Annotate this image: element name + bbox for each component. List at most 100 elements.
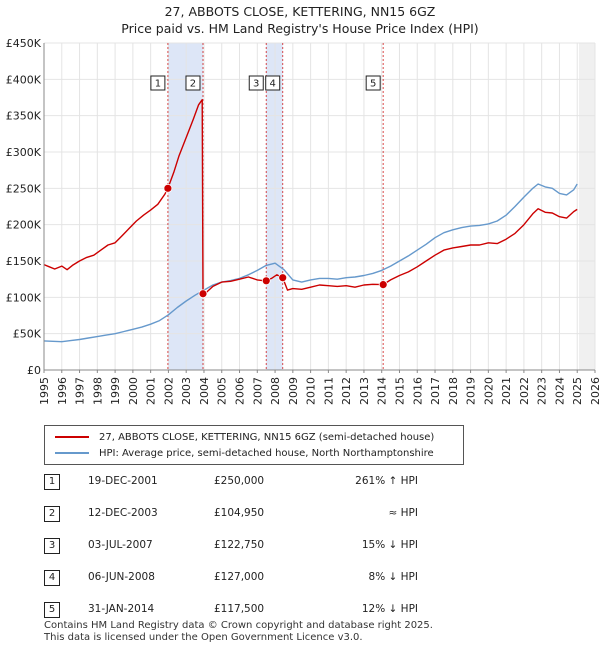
x-tick-label: 2004 <box>198 377 211 405</box>
x-tick-label: 1999 <box>109 377 122 405</box>
table-row: 4 06-JUN-2008 £127,000 8% ↓ HPI <box>44 570 464 586</box>
x-tick-label: 2015 <box>393 377 406 405</box>
y-tick-label: £300K <box>6 146 42 159</box>
sale-number-box <box>150 75 166 91</box>
shaded-period <box>167 43 203 370</box>
hpi-series-line <box>43 183 578 343</box>
sale-price: £122,750 <box>214 539 265 551</box>
x-tick-label: 2005 <box>216 377 229 405</box>
x-tick-label: 2021 <box>500 377 513 405</box>
sale-number-label: 2 <box>190 79 196 90</box>
legend-label-property: 27, ABBOTS CLOSE, KETTERING, NN15 6GZ (s… <box>99 431 435 443</box>
x-tick-label: 1996 <box>56 377 69 405</box>
sale-date: 19-DEC-2001 <box>88 475 158 487</box>
sale-price: £104,950 <box>214 507 265 519</box>
footer-copyright: Contains HM Land Registry data © Crown c… <box>44 620 433 631</box>
sale-number-box <box>365 75 381 91</box>
sale-hpi-comparison: 261% ↑ HPI <box>355 475 418 487</box>
property-series-line <box>43 99 578 295</box>
footer-license: This data is licensed under the Open Gov… <box>44 632 363 643</box>
legend-item-hpi: HPI: Average price, semi-detached house,… <box>55 446 434 460</box>
table-row: 1 19-DEC-2001 £250,000 261% ↑ HPI <box>44 474 464 490</box>
sale-number-label: 4 <box>270 79 276 90</box>
sale-date: 12-DEC-2003 <box>88 507 158 519</box>
x-tick-label: 2010 <box>305 377 318 405</box>
x-tick-label: 1995 <box>38 377 51 405</box>
x-tick-label: 2001 <box>145 377 158 405</box>
y-tick-label: £450K <box>6 37 42 50</box>
x-tick-label: 2018 <box>447 377 460 405</box>
sale-date: 06-JUN-2008 <box>88 571 155 583</box>
sale-number-box <box>185 75 201 91</box>
sale-date: 31-JAN-2014 <box>88 603 155 615</box>
table-row: 5 31-JAN-2014 £117,500 12% ↓ HPI <box>44 602 464 618</box>
sale-number-label: 3 <box>253 79 259 90</box>
forecast-area <box>579 43 595 370</box>
table-row: 3 03-JUL-2007 £122,750 15% ↓ HPI <box>44 538 464 554</box>
x-tick-label: 2008 <box>269 377 282 405</box>
y-tick-label: £100K <box>6 291 42 304</box>
chart-title: 27, ABBOTS CLOSE, KETTERING, NN15 6GZ <box>164 4 436 19</box>
sale-number-label: 1 <box>155 79 161 90</box>
legend-swatch-hpi <box>55 452 89 454</box>
legend-item-property: 27, ABBOTS CLOSE, KETTERING, NN15 6GZ (s… <box>55 430 434 444</box>
y-tick-label: £150K <box>6 255 42 268</box>
x-tick-label: 2016 <box>411 377 424 405</box>
x-tick-label: 2026 <box>589 377 600 405</box>
chart-subtitle: Price paid vs. HM Land Registry's House … <box>121 21 479 36</box>
legend-label-hpi: HPI: Average price, semi-detached house,… <box>99 447 434 459</box>
sale-hpi-comparison: ≈ HPI <box>388 507 418 519</box>
x-tick-label: 2002 <box>162 377 175 405</box>
sale-point <box>261 276 271 286</box>
x-tick-label: 2003 <box>180 377 193 405</box>
y-tick-label: £200K <box>6 219 42 232</box>
x-tick-label: 2011 <box>322 377 335 405</box>
x-tick-label: 2006 <box>234 377 247 405</box>
price-chart: 1 2 3 4 5 £0 £50K £100K £150K £200K £250K £300K £350… <box>6 37 600 405</box>
sale-number-badge: 3 <box>44 538 60 554</box>
table-row: 2 12-DEC-2003 £104,950 ≈ HPI <box>44 506 464 522</box>
sale-number-badge: 2 <box>44 506 60 522</box>
y-tick-label: £250K <box>6 182 42 195</box>
x-tick-label: 2020 <box>482 377 495 405</box>
sale-point <box>378 280 388 290</box>
y-tick-label: £0 <box>27 364 41 377</box>
x-tick-label: 2022 <box>518 377 531 405</box>
sale-point <box>278 273 288 283</box>
sale-number-label: 5 <box>370 79 376 90</box>
sale-price: £117,500 <box>214 603 265 615</box>
sale-hpi-comparison: 15% ↓ HPI <box>361 539 418 551</box>
sale-hpi-comparison: 8% ↓ HPI <box>368 571 418 583</box>
x-tick-label: 2000 <box>127 377 140 405</box>
sale-price: £127,000 <box>214 571 265 583</box>
sale-point <box>163 183 173 193</box>
sale-number-badge: 1 <box>44 474 60 490</box>
shaded-period <box>266 43 283 370</box>
chart-legend: 27, ABBOTS CLOSE, KETTERING, NN15 6GZ (s… <box>44 425 464 465</box>
x-tick-label: 2013 <box>358 377 371 405</box>
x-tick-label: 1998 <box>91 377 104 405</box>
x-tick-label: 2007 <box>251 377 264 405</box>
x-tick-label: 1997 <box>74 377 87 405</box>
sale-hpi-comparison: 12% ↓ HPI <box>361 603 418 615</box>
x-tick-label: 2009 <box>287 377 300 405</box>
sale-number-box <box>265 75 281 91</box>
sale-number-box <box>248 75 264 91</box>
x-tick-label: 2023 <box>536 377 549 405</box>
plot-area <box>44 43 595 370</box>
x-tick-label: 2017 <box>429 377 442 405</box>
x-tick-label: 2025 <box>571 377 584 405</box>
legend-swatch-property <box>55 436 89 438</box>
x-tick-label: 2019 <box>465 377 478 405</box>
sale-number-badge: 5 <box>44 602 60 618</box>
y-tick-label: £50K <box>13 328 42 341</box>
sale-date: 03-JUL-2007 <box>88 539 153 551</box>
y-tick-label: £350K <box>6 110 42 123</box>
x-tick-label: 2014 <box>376 377 389 405</box>
x-tick-label: 2024 <box>553 377 566 405</box>
x-tick-label: 2012 <box>340 377 353 405</box>
y-tick-label: £400K <box>6 73 42 86</box>
sale-point <box>198 289 208 299</box>
sale-price: £250,000 <box>214 475 265 487</box>
sale-number-badge: 4 <box>44 570 60 586</box>
